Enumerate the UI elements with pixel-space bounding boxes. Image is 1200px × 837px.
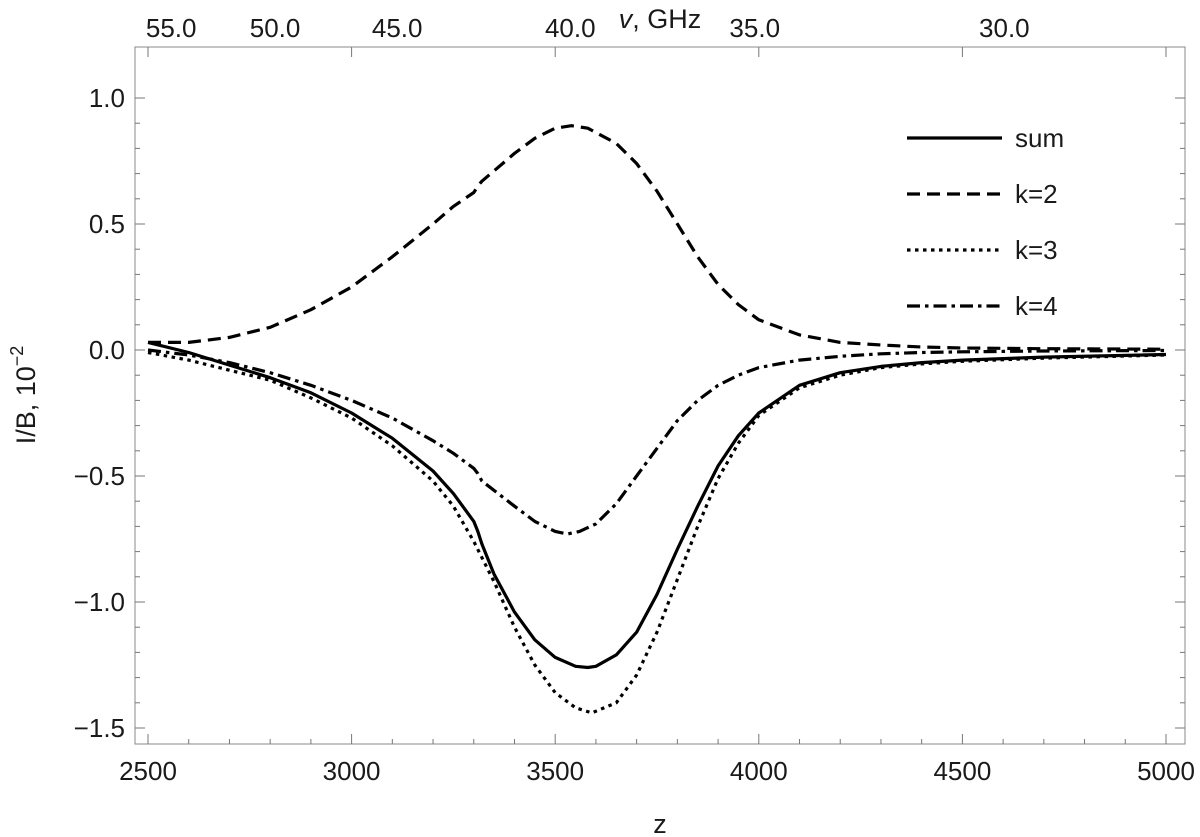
- top-tick-label: 45.0: [372, 13, 423, 43]
- y-tick-label: 1.0: [89, 83, 125, 113]
- x-tick-label: 2500: [119, 756, 177, 786]
- legend-label: sum: [1015, 123, 1064, 153]
- top-axis-label-var: v: [619, 4, 634, 34]
- y-axis-label-text: I/B, 10: [11, 366, 41, 444]
- x-tick-label: 4000: [730, 756, 788, 786]
- legend-label: k=2: [1015, 179, 1058, 209]
- plot-frame: [134, 46, 1186, 745]
- series-line-k4: [147, 348, 1167, 536]
- legend-label: k=4: [1015, 291, 1058, 321]
- y-tick-label: −0.5: [74, 461, 125, 491]
- top-tick-label: 30.0: [979, 13, 1030, 43]
- y-tick-label: −1.0: [74, 587, 125, 617]
- top-tick-label: 35.0: [729, 13, 780, 43]
- x-tick-label: 5000: [1137, 756, 1195, 786]
- top-tick-label: 55.0: [146, 13, 197, 43]
- series-line-k3: [147, 350, 1167, 715]
- y-tick-label: 0.5: [89, 209, 125, 239]
- legend-label: k=3: [1015, 235, 1058, 265]
- y-tick-label: −1.5: [74, 713, 125, 743]
- tick-layer: 2500 3000 3500 4000 4500 5000 1.0 0.5 0.0 −0.5 −1.…: [74, 13, 1195, 786]
- top-tick-label: 50.0: [250, 13, 301, 43]
- x-tick-label: 4500: [933, 756, 991, 786]
- y-tick-label: 0.0: [89, 335, 125, 365]
- legend: sum k=2 k=3 k=4: [907, 123, 1064, 321]
- top-axis-label: v, GHz: [619, 4, 702, 34]
- y-axis-label: I/B, 10−2: [7, 346, 41, 445]
- series-layer: [147, 124, 1167, 715]
- x-tick-label: 3000: [323, 756, 381, 786]
- x-tick-label: 3500: [526, 756, 584, 786]
- series-line-sum: [147, 340, 1167, 670]
- x-axis-label: z: [653, 809, 667, 837]
- series-line-k2: [148, 124, 1167, 351]
- top-tick-label: 40.0: [545, 13, 596, 43]
- top-axis-label-unit: , GHz: [632, 4, 701, 34]
- y-axis-label-exponent: −2: [7, 346, 27, 367]
